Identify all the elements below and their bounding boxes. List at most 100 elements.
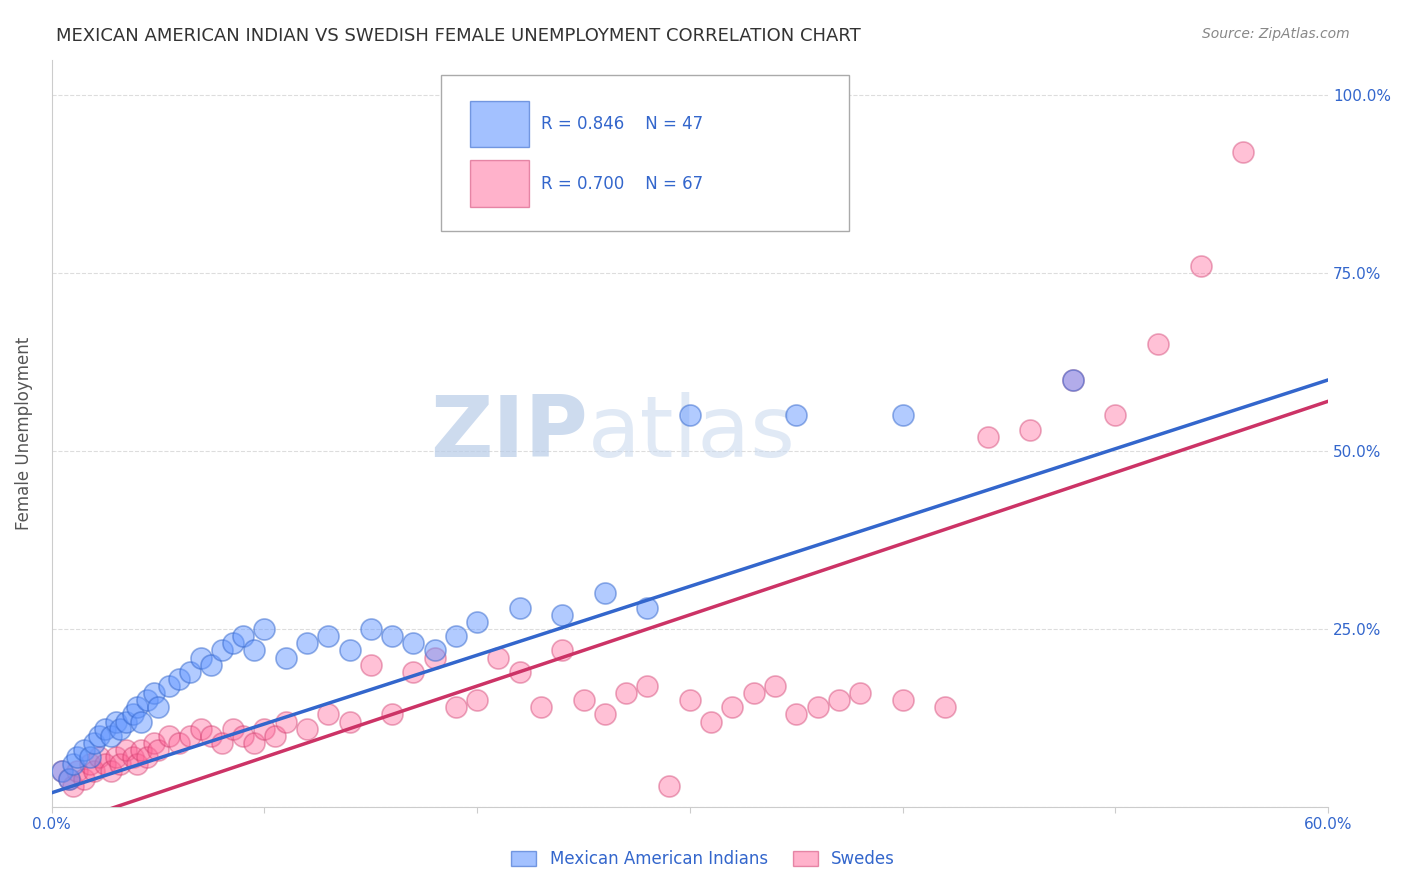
Point: [169, 736, 191, 750]
Point: [157, 729, 180, 743]
Point: [58, 772, 80, 786]
Point: [94, 757, 117, 772]
Point: [136, 693, 159, 707]
Point: [1062, 373, 1084, 387]
FancyBboxPatch shape: [471, 101, 529, 147]
Point: [381, 629, 404, 643]
Point: [509, 600, 531, 615]
Point: [1232, 145, 1254, 160]
Point: [142, 686, 165, 700]
Point: [79, 757, 101, 772]
Point: [402, 665, 425, 679]
Point: [79, 750, 101, 764]
Point: [200, 729, 222, 743]
Point: [253, 722, 276, 736]
Point: [264, 729, 287, 743]
Text: R = 0.700    N = 67: R = 0.700 N = 67: [540, 175, 703, 193]
Point: [115, 743, 138, 757]
Point: [360, 622, 382, 636]
Point: [146, 743, 169, 757]
Point: [700, 714, 723, 729]
Point: [721, 700, 744, 714]
Text: R = 0.846    N = 47: R = 0.846 N = 47: [540, 115, 703, 133]
Point: [157, 679, 180, 693]
Point: [593, 707, 616, 722]
Point: [83, 736, 105, 750]
Point: [274, 714, 297, 729]
FancyBboxPatch shape: [471, 161, 529, 207]
Point: [509, 665, 531, 679]
Point: [465, 693, 488, 707]
Point: [62, 779, 84, 793]
Point: [679, 409, 702, 423]
Point: [73, 772, 96, 786]
Point: [115, 714, 138, 729]
Point: [94, 722, 117, 736]
Point: [658, 779, 681, 793]
Point: [1147, 337, 1170, 351]
Point: [339, 714, 361, 729]
Point: [1104, 409, 1126, 423]
Point: [742, 686, 765, 700]
Point: [51, 764, 73, 779]
Point: [211, 736, 233, 750]
Point: [104, 750, 127, 764]
Point: [423, 650, 446, 665]
Point: [381, 707, 404, 722]
Point: [530, 700, 553, 714]
Point: [169, 672, 191, 686]
Point: [83, 764, 105, 779]
Text: MEXICAN AMERICAN INDIAN VS SWEDISH FEMALE UNEMPLOYMENT CORRELATION CHART: MEXICAN AMERICAN INDIAN VS SWEDISH FEMAL…: [56, 27, 860, 45]
Point: [66, 750, 89, 764]
Point: [66, 764, 89, 779]
Point: [190, 650, 212, 665]
Point: [274, 650, 297, 665]
Point: [763, 679, 786, 693]
Point: [100, 764, 122, 779]
Point: [444, 700, 467, 714]
Y-axis label: Female Unemployment: Female Unemployment: [15, 336, 32, 530]
Point: [295, 722, 318, 736]
Point: [551, 643, 574, 657]
Point: [108, 722, 131, 736]
Point: [977, 430, 1000, 444]
Point: [679, 693, 702, 707]
Point: [108, 757, 131, 772]
Point: [211, 643, 233, 657]
Text: ZIP: ZIP: [430, 392, 588, 475]
Point: [593, 586, 616, 600]
Point: [179, 665, 201, 679]
Point: [614, 686, 637, 700]
Point: [444, 629, 467, 643]
Point: [129, 743, 152, 757]
Point: [636, 679, 658, 693]
Point: [828, 693, 851, 707]
Point: [891, 409, 914, 423]
Point: [243, 736, 266, 750]
Point: [402, 636, 425, 650]
Point: [58, 772, 80, 786]
Point: [121, 707, 143, 722]
Point: [146, 700, 169, 714]
Point: [190, 722, 212, 736]
Point: [136, 750, 159, 764]
Text: atlas: atlas: [588, 392, 796, 475]
Point: [785, 409, 807, 423]
Point: [221, 722, 243, 736]
Point: [488, 650, 510, 665]
Point: [221, 636, 243, 650]
Point: [1062, 373, 1084, 387]
Point: [87, 750, 110, 764]
Point: [423, 643, 446, 657]
Point: [104, 714, 127, 729]
Point: [785, 707, 807, 722]
Point: [232, 729, 254, 743]
Point: [100, 729, 122, 743]
Point: [934, 700, 956, 714]
Point: [232, 629, 254, 643]
Point: [360, 657, 382, 672]
Point: [572, 693, 595, 707]
Point: [316, 629, 339, 643]
Point: [465, 615, 488, 629]
Point: [253, 622, 276, 636]
